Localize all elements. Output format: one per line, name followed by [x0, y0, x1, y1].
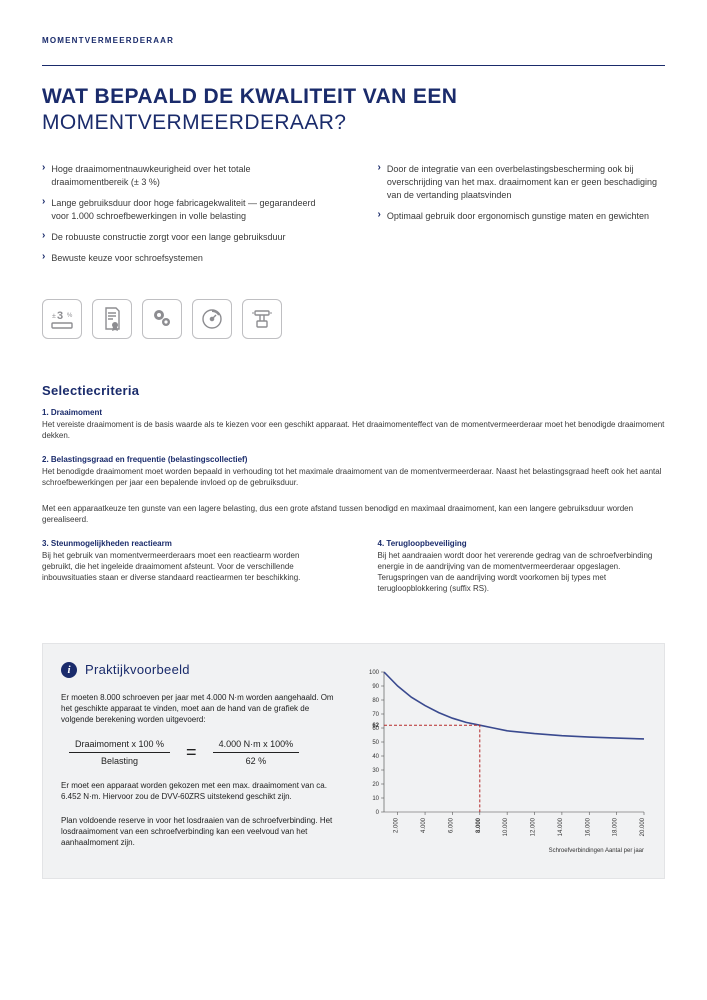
svg-text:20: 20: [372, 782, 379, 788]
gears-icon: [142, 299, 182, 339]
example-text: i Praktijkvoorbeeld Er moeten 8.000 schr…: [61, 662, 336, 861]
svg-text:4.000: 4.000: [421, 817, 427, 833]
example-p3: Plan voldoende reserve in voor het losdr…: [61, 815, 336, 849]
svg-text:6.000: 6.000: [448, 817, 454, 833]
divider: [42, 65, 665, 66]
accuracy-3pct-icon: ±3%: [42, 299, 82, 339]
overload-protection-icon: [192, 299, 232, 339]
bullets-right-col: ›Door de integratie van een overbelastin…: [378, 163, 666, 273]
crit4-body: Bij het aandraaien wordt door het verere…: [378, 550, 666, 595]
svg-text:8.000: 8.000: [476, 817, 482, 833]
selection-criteria-title: Selectiecriteria: [42, 383, 665, 398]
svg-text:90: 90: [372, 684, 379, 690]
svg-text:18.000: 18.000: [613, 817, 619, 836]
chevron-right-icon: ›: [42, 163, 45, 189]
bullet-text: Hoge draaimomentnauwkeurigheid over het …: [51, 163, 329, 189]
crit3-label: 3. Steunmogelijkheden reactiearm: [42, 539, 330, 548]
chevron-right-icon: ›: [42, 197, 45, 223]
svg-text:10: 10: [372, 796, 379, 802]
bullet-text: Bewuste keuze voor schroefsystemen: [51, 252, 203, 265]
svg-text:50: 50: [372, 740, 379, 746]
svg-text:2.000: 2.000: [394, 817, 400, 833]
crit1-body: Het vereiste draaimoment is de basis waa…: [42, 419, 665, 441]
frac-top-right: 4.000 N·m x 100%: [213, 739, 300, 753]
svg-text:±: ±: [52, 313, 56, 320]
example-chart: 0102030405060708090100622.0004.0006.0008…: [350, 662, 650, 861]
chevron-right-icon: ›: [378, 210, 381, 223]
chevron-right-icon: ›: [42, 231, 45, 244]
frac-bot-right: 62 %: [213, 753, 300, 766]
frac-bot-left: Belasting: [69, 753, 170, 766]
info-icon: i: [61, 662, 77, 678]
chevron-right-icon: ›: [378, 163, 381, 202]
page-title: WAT BEPAALD DE KWALITEIT VAN EEN MOMENTV…: [42, 84, 665, 137]
svg-text:70: 70: [372, 712, 379, 718]
equals-sign: =: [186, 742, 197, 763]
crit4-label: 4. Terugloopbeveiliging: [378, 539, 666, 548]
ergonomic-icon: [242, 299, 282, 339]
feature-icons-row: ±3%: [42, 299, 665, 339]
svg-text:30: 30: [372, 768, 379, 774]
quality-bullets: ›Hoge draaimomentnauwkeurigheid over het…: [42, 163, 665, 273]
svg-text:20.000: 20.000: [640, 817, 646, 836]
svg-text:%: %: [67, 313, 73, 319]
example-p1: Er moeten 8.000 schroeven per jaar met 4…: [61, 692, 336, 726]
svg-text:62: 62: [372, 723, 379, 729]
crit2-body-a: Het benodigde draaimoment moet worden be…: [42, 466, 665, 488]
crit3-body: Bij het gebruik van momentvermeerderaars…: [42, 550, 330, 584]
bullet-text: Door de integratie van een overbelasting…: [387, 163, 665, 202]
crit2-label: 2. Belastingsgraad en frequentie (belast…: [42, 455, 665, 464]
example-title: Praktijkvoorbeeld: [85, 662, 190, 677]
svg-text:12.000: 12.000: [531, 817, 537, 836]
certificate-icon: [92, 299, 132, 339]
svg-text:16.000: 16.000: [585, 817, 591, 836]
svg-text:0: 0: [376, 810, 380, 816]
svg-text:40: 40: [372, 754, 379, 760]
svg-text:10.000: 10.000: [503, 817, 509, 836]
svg-text:Schroefverbindingen Aantal per: Schroefverbindingen Aantal per jaar: [549, 848, 644, 854]
bullet-text: De robuuste constructie zorgt voor een l…: [51, 231, 285, 244]
example-card: i Praktijkvoorbeeld Er moeten 8.000 schr…: [42, 643, 665, 880]
svg-text:14.000: 14.000: [558, 817, 564, 836]
chevron-right-icon: ›: [42, 252, 45, 265]
example-p2: Er moet een apparaat worden gekozen met …: [61, 780, 336, 802]
bullet-text: Lange gebruiksduur door hoge fabricagekw…: [51, 197, 329, 223]
svg-text:3: 3: [57, 310, 63, 322]
breadcrumb: MOMENTVERMEERDERAAR: [42, 36, 665, 45]
crit2-body-b: Met een apparaatkeuze ten gunste van een…: [42, 503, 665, 525]
bullet-text: Optimaal gebruik door ergonomisch gunsti…: [387, 210, 649, 223]
load-chart-svg: 0102030405060708090100622.0004.0006.0008…: [350, 666, 650, 856]
frac-top-left: Draaimoment x 100 %: [69, 739, 170, 753]
title-light: MOMENTVERMEERDERAAR?: [42, 111, 346, 134]
bullets-left-col: ›Hoge draaimomentnauwkeurigheid over het…: [42, 163, 330, 273]
title-bold: WAT BEPAALD DE KWALITEIT VAN EEN: [42, 85, 457, 108]
svg-text:100: 100: [369, 670, 380, 676]
example-formula: Draaimoment x 100 % Belasting = 4.000 N·…: [69, 739, 336, 766]
crit1-label: 1. Draaimoment: [42, 408, 665, 417]
svg-text:80: 80: [372, 698, 379, 704]
